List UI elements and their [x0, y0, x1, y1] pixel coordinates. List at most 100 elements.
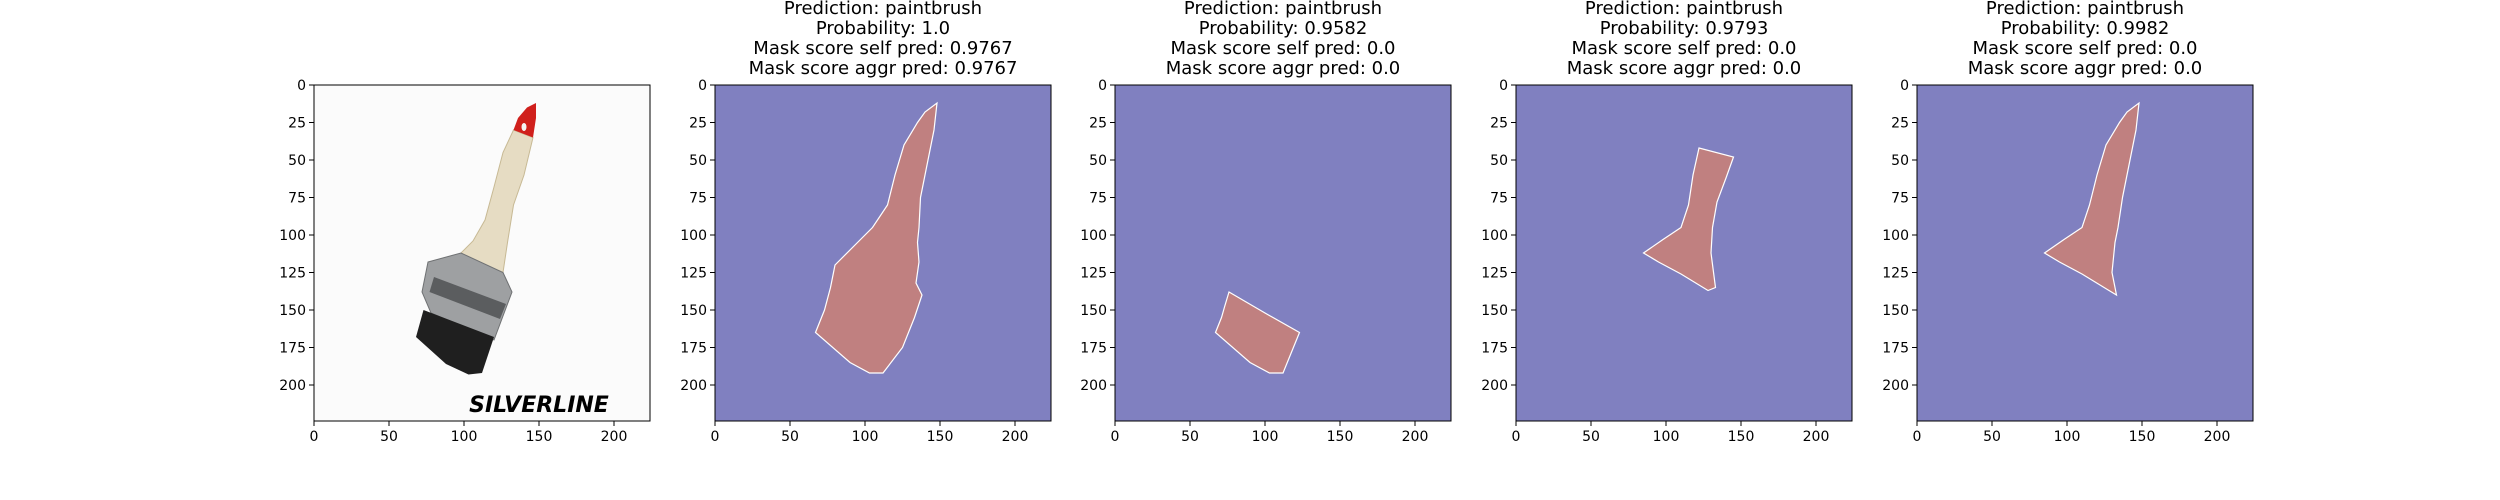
x-axis-ticks: 0 50 100 150 200 [310, 421, 627, 445]
y-tick-label: 175 [1481, 341, 1508, 357]
title-probability: Probability: 0.9793 [1600, 18, 1769, 39]
x-tick-label: 50 [380, 429, 398, 445]
y-tick-label: 200 [1080, 378, 1107, 394]
x-tick-label: 50 [1181, 429, 1199, 445]
x-axis-ticks: 0 50 100 150 200 [1111, 421, 1429, 445]
y-axis-ticks: 0 25 50 75 100 125 150 175 200 [279, 78, 314, 394]
x-axis-ticks: 0 50 100 150 200 [711, 421, 1028, 445]
title-mask-score-self: Mask score self pred: 0.9767 [753, 38, 1012, 59]
y-axis-ticks: 0 25 50 75 100 125 150 175 200 [1080, 78, 1115, 394]
title-probability: Probability: 1.0 [816, 18, 950, 39]
x-tick-label: 100 [451, 429, 478, 445]
title-prediction: Prediction: paintbrush [1585, 0, 1783, 19]
mask-area [1114, 84, 1452, 422]
y-tick-label: 50 [1089, 153, 1107, 169]
title-prediction: Prediction: paintbrush [1184, 0, 1382, 19]
x-tick-label: 50 [1582, 429, 1600, 445]
y-tick-label: 75 [1089, 191, 1107, 207]
y-tick-label: 50 [288, 153, 306, 169]
y-tick-label: 25 [1490, 116, 1508, 132]
y-tick-label: 175 [1080, 341, 1107, 357]
ferrule-band [429, 277, 506, 319]
x-tick-label: 0 [1111, 429, 1120, 445]
x-tick-label: 50 [781, 429, 799, 445]
watermark-logo: SILVERLINE [469, 393, 609, 418]
y-axis-ticks: 0 25 50 75 100 125 150 175 200 [680, 78, 715, 394]
y-tick-label: 0 [297, 78, 306, 94]
x-tick-label: 150 [1327, 429, 1354, 445]
y-tick-label: 50 [1490, 153, 1508, 169]
y-tick-label: 175 [680, 341, 707, 357]
x-tick-label: 0 [1512, 429, 1521, 445]
axes-frame [1515, 84, 1853, 422]
x-tick-label: 150 [1728, 429, 1755, 445]
brush-bristles [416, 310, 494, 375]
y-tick-label: 100 [279, 228, 306, 244]
title-mask-score-aggr: Mask score aggr pred: 0.0 [1567, 58, 1802, 79]
mask-region [814, 101, 938, 374]
x-tick-label: 200 [1402, 429, 1429, 445]
y-tick-label: 25 [1891, 116, 1909, 132]
subplot-title: Prediction: paintbrush Probability: 0.97… [1567, 0, 1802, 79]
x-tick-label: 50 [1983, 429, 2001, 445]
y-tick-label: 25 [288, 116, 306, 132]
image-area: SILVERLINE [313, 84, 651, 422]
x-axis-ticks: 0 50 100 150 200 [1512, 421, 1830, 445]
title-prediction: Prediction: paintbrush [1986, 0, 2184, 19]
y-tick-label: 100 [1080, 228, 1107, 244]
y-tick-label: 175 [1882, 341, 1909, 357]
title-mask-score-self: Mask score self pred: 0.0 [1972, 38, 2197, 59]
y-tick-label: 150 [279, 303, 306, 319]
mask-region [2043, 101, 2140, 297]
x-tick-label: 100 [2054, 429, 2081, 445]
subplot-mask-full: Prediction: paintbrush Probability: 1.0 … [680, 0, 1052, 445]
subplot-mask-handle-middle: Prediction: paintbrush Probability: 0.97… [1481, 0, 1853, 445]
y-tick-label: 125 [680, 266, 707, 282]
title-probability: Probability: 0.9582 [1199, 18, 1368, 39]
title-mask-score-aggr: Mask score aggr pred: 0.0 [1968, 58, 2203, 79]
y-tick-label: 75 [1490, 191, 1508, 207]
mask-region [1642, 147, 1735, 292]
subplot-title: Prediction: paintbrush Probability: 0.99… [1968, 0, 2203, 79]
brush-handle-tip [513, 103, 536, 138]
title-mask-score-self: Mask score self pred: 0.0 [1170, 38, 1395, 59]
y-tick-label: 125 [1481, 266, 1508, 282]
mask-area [714, 84, 1052, 422]
y-tick-label: 75 [288, 191, 306, 207]
y-tick-label: 0 [1499, 78, 1508, 94]
title-mask-score-aggr: Mask score aggr pred: 0.0 [1166, 58, 1401, 79]
y-tick-label: 150 [1882, 303, 1909, 319]
y-tick-label: 0 [698, 78, 707, 94]
y-tick-label: 200 [1882, 378, 1909, 394]
x-tick-label: 150 [526, 429, 553, 445]
axes-frame [313, 84, 651, 422]
mask-area [1916, 84, 2254, 422]
y-tick-label: 0 [1900, 78, 1909, 94]
y-tick-label: 75 [1891, 191, 1909, 207]
x-tick-label: 200 [1803, 429, 1830, 445]
subplot-title: Prediction: paintbrush Probability: 0.95… [1166, 0, 1401, 79]
y-tick-label: 125 [1080, 266, 1107, 282]
x-tick-label: 150 [927, 429, 954, 445]
x-axis-ticks: 0 50 100 150 200 [1913, 421, 2231, 445]
x-tick-label: 0 [711, 429, 720, 445]
y-axis-ticks: 0 25 50 75 100 125 150 175 200 [1481, 78, 1516, 394]
x-tick-label: 200 [2204, 429, 2231, 445]
axes-frame [714, 84, 1052, 422]
y-tick-label: 150 [1481, 303, 1508, 319]
mask-region [1214, 291, 1301, 374]
mask-area [1515, 84, 1853, 422]
y-tick-label: 175 [279, 341, 306, 357]
y-tick-label: 100 [1882, 228, 1909, 244]
x-tick-label: 100 [1653, 429, 1680, 445]
x-tick-label: 100 [852, 429, 879, 445]
subplot-original-image: SILVERLINE 0 50 100 150 200 0 25 50 75 100 125 150… [279, 78, 651, 445]
y-tick-label: 200 [680, 378, 707, 394]
y-tick-label: 200 [279, 378, 306, 394]
y-tick-label: 125 [1882, 266, 1909, 282]
paintbrush-photo: SILVERLINE [416, 103, 609, 418]
y-tick-label: 0 [1098, 78, 1107, 94]
y-tick-label: 100 [1481, 228, 1508, 244]
title-prediction: Prediction: paintbrush [784, 0, 982, 19]
